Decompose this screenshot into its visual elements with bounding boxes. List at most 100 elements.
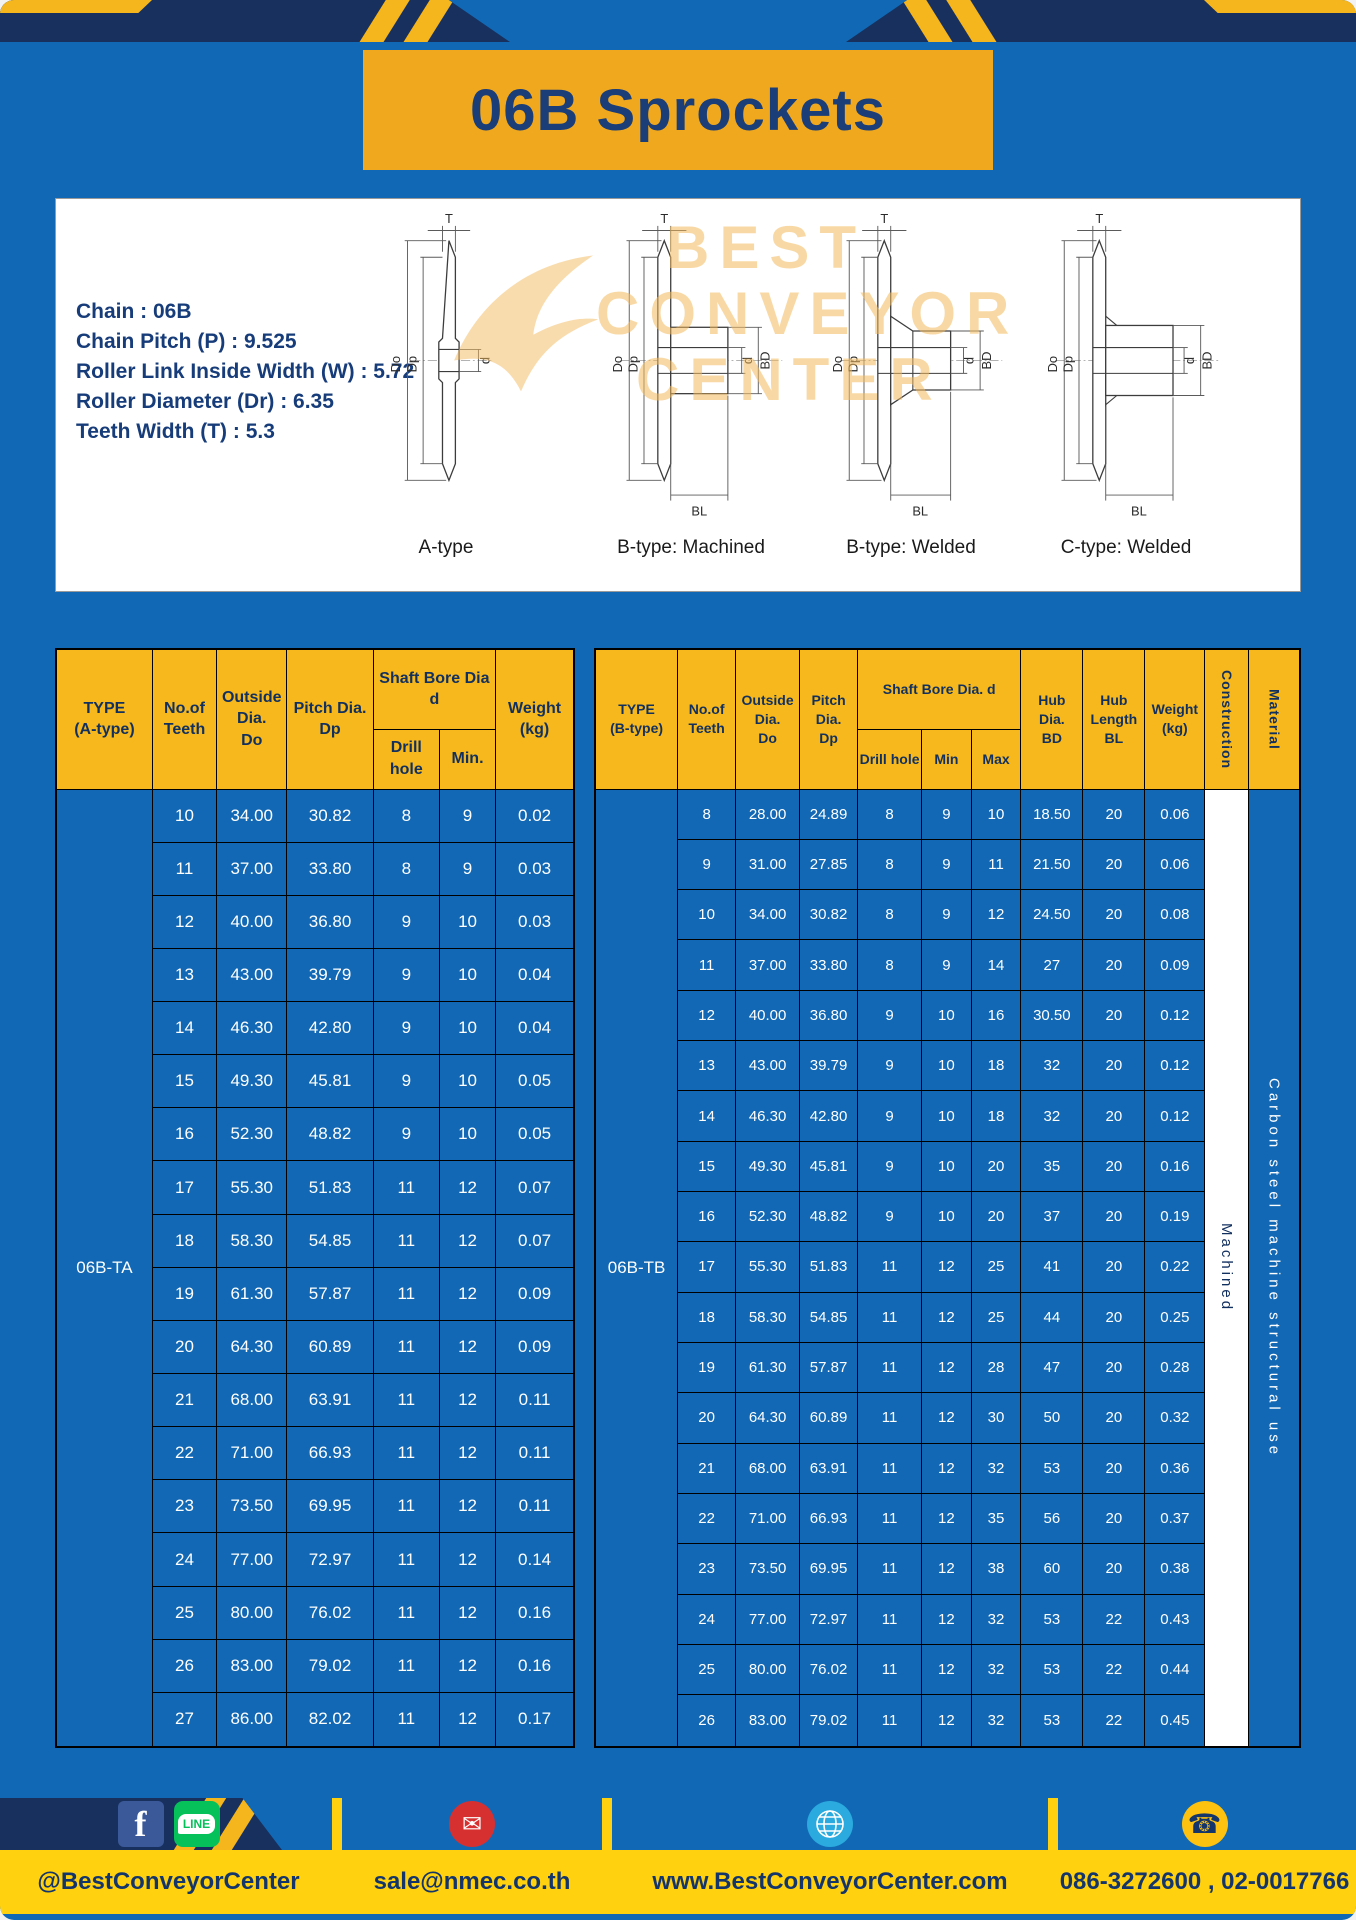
- data-cell: 0.43: [1144, 1593, 1206, 1645]
- data-cell: 37.00: [735, 939, 801, 991]
- yellow-stripe: [899, 0, 958, 50]
- data-cell: 0.09: [1144, 939, 1206, 991]
- svg-text:BL: BL: [691, 503, 707, 518]
- data-cell: 11: [372, 1266, 440, 1321]
- data-cell: 0.03: [495, 841, 575, 896]
- data-cell: 11: [372, 1213, 440, 1268]
- data-cell: 11: [372, 1532, 440, 1587]
- table-row: 21 68.00 63.91 11 12 0.11: [56, 1373, 575, 1428]
- data-cell: 11: [372, 1373, 440, 1428]
- globe-icon[interactable]: [807, 1801, 853, 1847]
- data-cell: 0.03: [495, 894, 575, 949]
- data-cell: 10: [970, 788, 1022, 840]
- data-cell: 10: [438, 947, 497, 1003]
- phone-icon[interactable]: ☎: [1181, 1801, 1228, 1847]
- data-cell: 0.08: [1144, 889, 1206, 941]
- title-banner: 06B Sprockets: [363, 50, 993, 170]
- th-weight: Weight (kg): [1144, 648, 1206, 790]
- type-cell: 06B-TA: [55, 788, 153, 1748]
- data-cell: 42.80: [286, 1001, 374, 1056]
- spec-line: Roller Diameter (Dr) : 6.35: [76, 390, 334, 413]
- data-cell: 17: [151, 1160, 218, 1215]
- data-cell: 9: [857, 1140, 923, 1193]
- table-row: 06B-TB 8 28.00 24.89 8 9 10 18.50 20 0.06 Machined…: [594, 788, 1301, 1748]
- table-row: 14 46.30 42.80 9 10 0.04: [56, 1001, 575, 1056]
- svg-text:Do: Do: [1045, 356, 1060, 372]
- email-icon[interactable]: ✉: [449, 1801, 495, 1847]
- drawing-caption: B-type: Welded: [846, 537, 976, 558]
- data-cell: 36.80: [799, 989, 859, 1042]
- line-icon[interactable]: LINE: [173, 1801, 220, 1847]
- data-cell: 12: [438, 1426, 497, 1481]
- data-cell: 57.87: [799, 1341, 859, 1394]
- table-row: 16 52.30 48.82 9 10 0.05: [56, 1107, 575, 1162]
- data-cell: 10: [921, 1140, 972, 1193]
- data-cell: 8: [857, 939, 923, 991]
- footer-phone[interactable]: 086-3272600 , 02-0017766: [1053, 1850, 1356, 1914]
- navy-band: [0, 0, 510, 42]
- drawing-caption: C-type: Welded: [1060, 537, 1192, 558]
- table-row: 19 61.30 57.87 11 12 28 47 20 0.28: [595, 1341, 1300, 1394]
- data-cell: 47: [1020, 1341, 1084, 1394]
- page-title: 06B Sprockets: [470, 77, 886, 143]
- facebook-icon[interactable]: f: [117, 1801, 164, 1847]
- data-cell: 11: [857, 1492, 923, 1545]
- data-cell: 12: [921, 1341, 972, 1394]
- data-cell: 10: [438, 894, 497, 949]
- data-cell: 12: [921, 1241, 972, 1293]
- data-cell: 12: [921, 1492, 972, 1545]
- table-row: 26 83.00 79.02 11 12 32 53 22 0.45: [595, 1694, 1300, 1748]
- data-cell: 48.82: [286, 1107, 374, 1162]
- data-cell: 9: [372, 947, 440, 1003]
- data-cell: 66.93: [799, 1492, 859, 1545]
- footer-section-social: f LINE @BestConveyorCenter: [0, 1798, 337, 1920]
- table-row: 11 37.00 33.80 8 9 14 27 20 0.09: [595, 939, 1300, 991]
- th-drill-hole: Drill hole: [372, 728, 440, 790]
- data-cell: 9: [372, 1054, 440, 1109]
- data-cell: 54.85: [799, 1291, 859, 1343]
- data-cell: 41: [1020, 1241, 1084, 1293]
- footer-email[interactable]: sale@nmec.co.th: [337, 1850, 607, 1914]
- data-cell: 12: [438, 1691, 497, 1748]
- data-cell: 19: [151, 1266, 218, 1321]
- data-cell: 20: [1082, 989, 1146, 1042]
- data-cell: 83.00: [216, 1638, 288, 1693]
- data-cell: 11: [857, 1341, 923, 1394]
- data-cell: 34.00: [735, 889, 801, 941]
- svg-text:T: T: [445, 213, 453, 226]
- data-cell: 0.16: [495, 1638, 575, 1693]
- data-cell: 30.82: [286, 788, 374, 843]
- data-cell: 25: [970, 1241, 1022, 1293]
- data-cell: 12: [921, 1694, 972, 1748]
- data-cell: 0.09: [495, 1319, 575, 1375]
- data-cell: 83.00: [735, 1694, 801, 1748]
- data-cell: 12: [438, 1373, 497, 1428]
- table-row: 9 31.00 27.85 8 9 11 21.50 20 0.06: [595, 838, 1300, 891]
- data-cell: 21: [151, 1373, 218, 1428]
- data-cell: 39.79: [286, 947, 374, 1003]
- data-cell: 18: [970, 1090, 1022, 1142]
- data-cell: 8: [857, 838, 923, 891]
- footer-divider: [602, 1798, 612, 1850]
- top-left-decoration: [0, 0, 510, 42]
- data-cell: 20: [970, 1140, 1022, 1193]
- data-cell: 26: [151, 1638, 218, 1693]
- data-cell: 50: [1020, 1392, 1084, 1444]
- data-cell: 28.00: [735, 788, 801, 840]
- footer-social-handle[interactable]: @BestConveyorCenter: [0, 1850, 337, 1914]
- data-cell: 17: [677, 1241, 737, 1293]
- data-cell: 20: [1082, 788, 1146, 840]
- spec-line: Chain Pitch (P) : 9.525: [76, 330, 297, 353]
- data-cell: 11: [970, 838, 1022, 891]
- th-type: TYPE (B-type): [594, 648, 679, 790]
- table-row: 12 40.00 36.80 9 10 16 30.50 20 0.12: [595, 989, 1300, 1042]
- table-row: 06B-TA 10 34.00 30.82 8 9 0.02: [55, 788, 575, 1748]
- footer-website[interactable]: www.BestConveyorCenter.com: [607, 1850, 1053, 1914]
- data-cell: 0.22: [1144, 1241, 1206, 1293]
- data-cell: 11: [372, 1638, 440, 1693]
- data-cell: 0.45: [1144, 1694, 1206, 1748]
- data-cell: 46.30: [735, 1090, 801, 1142]
- data-cell: 25: [970, 1291, 1022, 1343]
- data-cell: 60.89: [286, 1319, 374, 1375]
- table-row: 16 52.30 48.82 9 10 20 37 20 0.19: [595, 1190, 1300, 1243]
